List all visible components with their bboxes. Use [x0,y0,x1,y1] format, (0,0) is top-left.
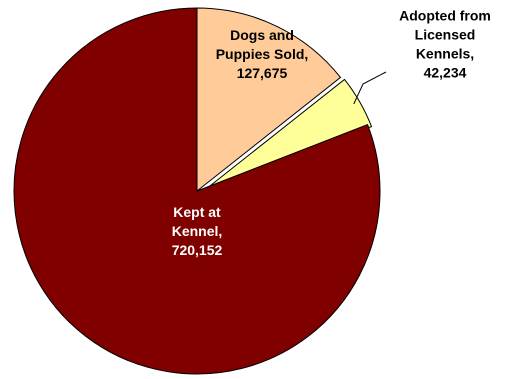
slice-label-line: 42,234 [424,65,467,81]
pie-slice-adopted-from-licensed-kennels [200,78,373,194]
leader-line-adopted-from-licensed-kennels [353,71,387,105]
pie-slices [13,7,381,375]
slice-label-line: Puppies Sold, [216,46,309,62]
slice-label-line: Adopted from [399,8,491,24]
slice-label-line: Kennels, [416,46,474,62]
slice-label-dogs-and-puppies-sold: Dogs and Puppies Sold, 127,675 [216,27,309,81]
slice-label-kept-at-kennel: Kept at Kennel, 720,152 [172,204,223,258]
slice-label-line: Licensed [415,27,476,43]
slice-label-adopted-from-licensed-kennels: Adopted from Licensed Kennels, 42,234 [399,8,491,81]
slice-labels: Dogs and Puppies Sold, 127,675 Adopted from… [172,8,491,259]
leader-lines [353,71,387,105]
slice-label-line: 127,675 [237,65,288,81]
pie-slice-dogs-and-puppies-sold [196,7,342,193]
slice-label-line: Dogs and [230,27,294,43]
slice-label-line: 720,152 [172,242,223,258]
slice-label-line: Kennel, [172,223,223,239]
pie-slice-kept-at-kennel [13,7,381,375]
slice-label-line: Kept at [173,204,221,220]
